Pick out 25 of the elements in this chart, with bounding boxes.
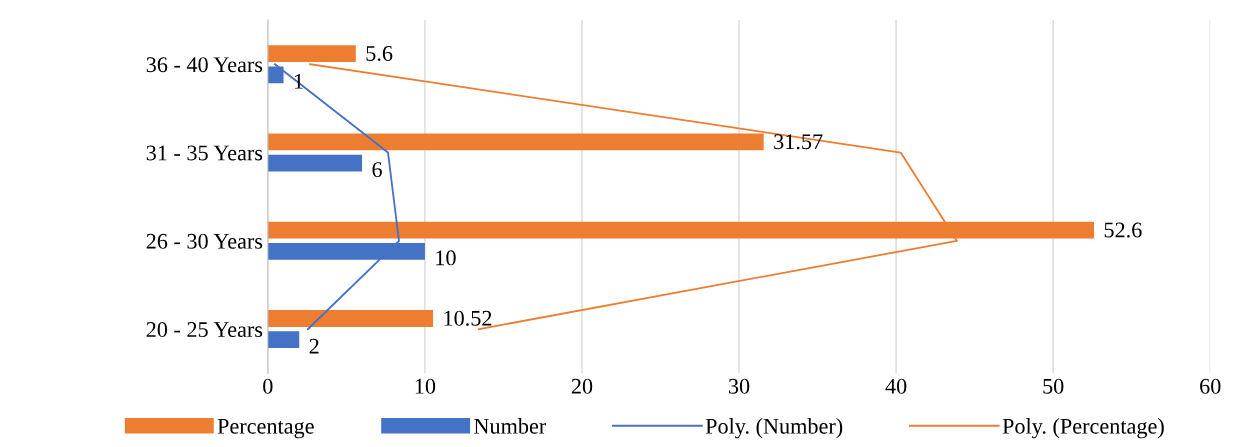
data-label: 31.57 xyxy=(774,134,823,150)
bar xyxy=(267,331,300,349)
y-tick-label: 20 - 25 Years xyxy=(146,322,263,338)
data-label: 6 xyxy=(372,162,382,178)
x-tick-label: 0 xyxy=(263,378,273,394)
legend-label: Number xyxy=(474,418,547,434)
y-tick-label: 36 - 40 Years xyxy=(146,57,263,73)
bar xyxy=(267,154,363,172)
legend-label: Poly. (Number) xyxy=(705,418,843,439)
data-label: 10.52 xyxy=(444,310,492,326)
x-tick-label: 10 xyxy=(415,378,436,394)
x-tick-label: 20 xyxy=(571,378,593,394)
x-tick-label: 30 xyxy=(728,378,750,394)
data-label: 10 xyxy=(436,250,456,266)
legend-label: Poly. (Percentage) xyxy=(1002,418,1164,439)
data-label: 52.6 xyxy=(1104,222,1142,238)
data-label: 5.6 xyxy=(366,45,393,61)
x-tick-label: 40 xyxy=(885,378,907,394)
legend-label: Percentage xyxy=(217,418,314,439)
y-tick-label: 26 - 30 Years xyxy=(146,233,263,249)
bar xyxy=(267,310,434,327)
x-tick-label: 50 xyxy=(1043,378,1064,394)
x-tick-label: 60 xyxy=(1200,378,1221,394)
data-label: 2 xyxy=(309,338,319,354)
y-tick-label: 31 - 35 Years xyxy=(146,145,263,161)
